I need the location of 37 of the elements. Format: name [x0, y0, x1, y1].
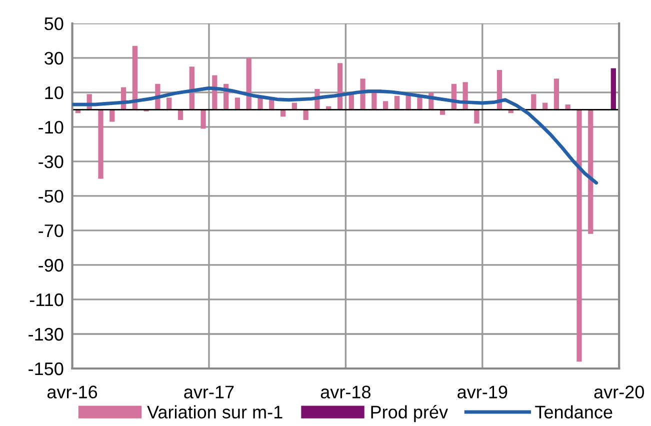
bar [132, 46, 138, 110]
y-tick-label: -30 [38, 155, 64, 168]
bar [531, 94, 536, 110]
bar [588, 110, 594, 234]
x-tick-label: avr-20 [594, 386, 644, 398]
legend-label: Prod prév [371, 405, 448, 422]
y-tick-label: -150 [28, 362, 64, 376]
bar [166, 98, 172, 110]
y-tick-label: 50 [44, 17, 64, 30]
bar [110, 110, 115, 122]
bar [610, 68, 616, 110]
bar [200, 110, 206, 129]
bar [98, 110, 104, 179]
bar [234, 98, 240, 110]
bar [178, 110, 184, 120]
x-tick-label: avr-17 [184, 386, 234, 398]
legend-label: Variation sur m-1 [147, 405, 282, 419]
y-tick-label: -90 [38, 258, 64, 272]
y-tick-label: 10 [45, 86, 64, 100]
y-tick-label: -70 [38, 224, 64, 238]
y-tick-label: -10 [38, 120, 64, 134]
x-tick-label: avr-16 [47, 386, 98, 398]
legend-label: Tendance [535, 405, 612, 419]
bar [554, 78, 560, 110]
y-tick-label: -130 [28, 328, 64, 341]
y-tick-label: -50 [38, 190, 64, 203]
bar [372, 92, 377, 110]
bar [576, 110, 582, 362]
bar [474, 110, 480, 124]
bar [382, 101, 388, 110]
x-tick-label: avr-19 [458, 386, 508, 398]
bar [303, 110, 308, 120]
y-tick-label: -110 [30, 293, 64, 306]
line-series [72, 86, 598, 185]
x-tick-label: avr-18 [320, 386, 370, 398]
bar [394, 96, 400, 110]
y-tick-label: 30 [44, 52, 64, 65]
